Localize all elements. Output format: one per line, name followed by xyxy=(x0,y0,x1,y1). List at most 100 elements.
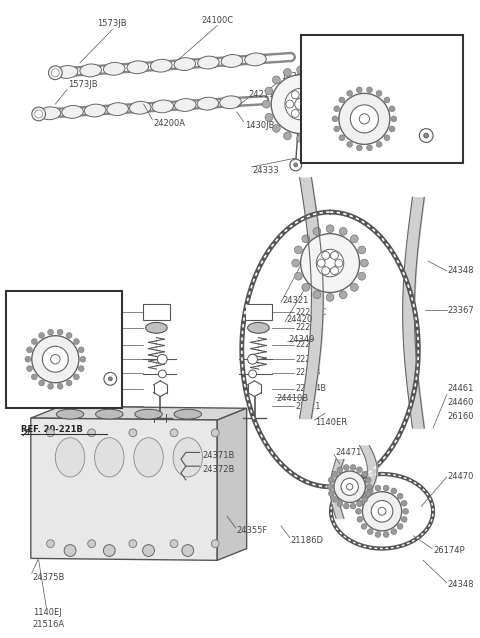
Circle shape xyxy=(248,354,257,364)
Circle shape xyxy=(365,477,371,483)
Circle shape xyxy=(391,488,397,494)
Circle shape xyxy=(50,355,60,364)
Circle shape xyxy=(332,116,338,122)
Circle shape xyxy=(362,492,402,531)
Text: 24200A: 24200A xyxy=(154,119,185,128)
Circle shape xyxy=(362,471,368,477)
Text: 24100C: 24100C xyxy=(201,16,233,26)
Circle shape xyxy=(308,100,315,108)
Circle shape xyxy=(367,529,373,535)
Circle shape xyxy=(73,374,79,380)
Circle shape xyxy=(302,110,310,117)
Text: 22221: 22221 xyxy=(296,340,321,349)
Ellipse shape xyxy=(174,409,202,419)
Text: 1573JB: 1573JB xyxy=(68,80,98,89)
Circle shape xyxy=(350,283,358,292)
Circle shape xyxy=(321,76,329,84)
Circle shape xyxy=(367,488,373,494)
Circle shape xyxy=(332,496,337,502)
Text: 22212: 22212 xyxy=(92,402,117,411)
Text: 23367: 23367 xyxy=(448,306,475,315)
Circle shape xyxy=(48,383,54,389)
Circle shape xyxy=(357,516,363,523)
Circle shape xyxy=(129,540,137,547)
Circle shape xyxy=(104,373,117,385)
Text: 1140EJ: 1140EJ xyxy=(33,608,61,617)
Ellipse shape xyxy=(56,409,84,419)
Circle shape xyxy=(57,383,63,389)
Text: 24375B: 24375B xyxy=(33,572,65,581)
Circle shape xyxy=(375,485,381,491)
Text: 24321: 24321 xyxy=(282,296,308,305)
Text: 24349: 24349 xyxy=(289,335,315,344)
Circle shape xyxy=(73,339,79,345)
Circle shape xyxy=(284,132,291,140)
Ellipse shape xyxy=(39,107,61,120)
Circle shape xyxy=(170,540,178,547)
Circle shape xyxy=(334,471,365,503)
Ellipse shape xyxy=(198,56,219,69)
Circle shape xyxy=(57,329,63,335)
Text: 22224B: 22224B xyxy=(86,384,117,393)
Ellipse shape xyxy=(173,438,203,477)
Circle shape xyxy=(357,467,362,473)
Circle shape xyxy=(332,471,337,477)
Circle shape xyxy=(397,493,403,499)
Text: (CVVT): (CVVT) xyxy=(335,50,375,60)
Circle shape xyxy=(32,336,79,383)
Text: 1430JB: 1430JB xyxy=(281,72,311,81)
Circle shape xyxy=(88,540,96,547)
Circle shape xyxy=(347,484,353,490)
Circle shape xyxy=(170,429,178,437)
Text: 24371B: 24371B xyxy=(203,451,235,460)
Bar xyxy=(6,290,122,408)
Ellipse shape xyxy=(145,322,167,333)
Circle shape xyxy=(331,251,338,260)
Circle shape xyxy=(265,87,273,95)
Circle shape xyxy=(35,110,43,118)
Text: 26160: 26160 xyxy=(448,412,474,420)
Text: 1573JB: 1573JB xyxy=(97,19,127,28)
Text: 1140ER: 1140ER xyxy=(315,419,348,427)
Ellipse shape xyxy=(80,64,101,77)
Circle shape xyxy=(376,91,382,96)
Text: 22223: 22223 xyxy=(296,369,321,378)
Ellipse shape xyxy=(175,99,196,112)
Circle shape xyxy=(310,132,318,140)
Text: 24348: 24348 xyxy=(448,267,474,276)
Circle shape xyxy=(383,531,389,537)
Text: 24471: 24471 xyxy=(335,448,361,457)
Circle shape xyxy=(302,283,310,292)
Circle shape xyxy=(335,259,343,267)
Text: 24361A: 24361A xyxy=(16,382,48,391)
Text: 24410B: 24410B xyxy=(276,394,308,403)
Ellipse shape xyxy=(152,100,174,113)
Text: 1430JB: 1430JB xyxy=(245,121,274,130)
Circle shape xyxy=(143,545,155,556)
Circle shape xyxy=(157,354,167,364)
Circle shape xyxy=(337,467,343,473)
Circle shape xyxy=(302,91,310,99)
Circle shape xyxy=(328,87,336,95)
Circle shape xyxy=(378,507,386,516)
Bar xyxy=(245,304,272,320)
Ellipse shape xyxy=(56,66,78,78)
Text: 24355F: 24355F xyxy=(237,526,268,535)
Text: 22224B: 22224B xyxy=(296,384,327,393)
Circle shape xyxy=(356,508,361,514)
Circle shape xyxy=(356,87,362,93)
Circle shape xyxy=(47,540,54,547)
Polygon shape xyxy=(217,408,247,560)
Circle shape xyxy=(350,105,378,133)
Circle shape xyxy=(326,225,334,233)
Circle shape xyxy=(347,142,353,147)
Circle shape xyxy=(328,477,334,483)
Text: 22226C: 22226C xyxy=(86,308,117,316)
Text: 22226C: 22226C xyxy=(296,308,327,316)
Ellipse shape xyxy=(221,55,243,68)
Circle shape xyxy=(300,234,360,292)
Circle shape xyxy=(284,68,291,77)
Circle shape xyxy=(32,107,46,121)
Circle shape xyxy=(294,163,298,167)
Circle shape xyxy=(47,429,54,437)
